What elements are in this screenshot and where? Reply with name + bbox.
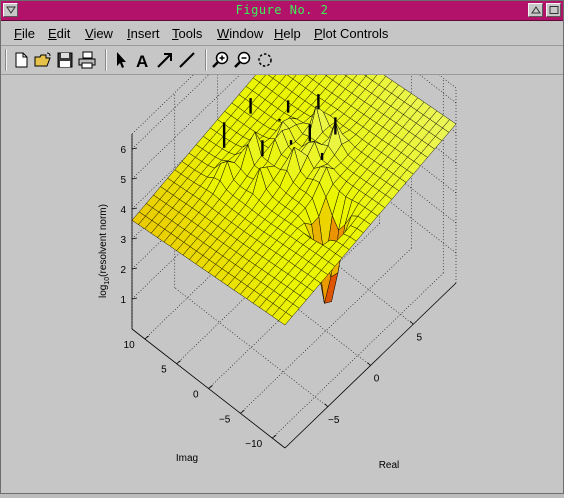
- menu-edit[interactable]: Edit: [48, 26, 71, 41]
- z-axis-label: log10(resolvent norm): [98, 204, 111, 298]
- x-tick: [409, 320, 414, 325]
- menu-help[interactable]: Help: [274, 26, 301, 41]
- grid-line: [240, 248, 412, 414]
- window-menu-button[interactable]: [3, 3, 18, 17]
- title-bar[interactable]: Figure No. 2: [1, 1, 563, 21]
- z-tick: [131, 207, 138, 210]
- x-axis-label: Real: [379, 460, 400, 471]
- y-tick: [176, 360, 181, 365]
- select-arrow-icon[interactable]: [111, 50, 131, 70]
- y-tick-label: 10: [124, 340, 136, 351]
- box-edge: [131, 0, 272, 135]
- menu-window[interactable]: Window: [217, 26, 264, 41]
- z-tick-label: 6: [120, 145, 126, 156]
- z-tick-label: 5: [120, 175, 126, 186]
- z-tick: [131, 297, 138, 300]
- surface-facet: [278, 312, 293, 326]
- triangle-up-icon: [531, 6, 541, 14]
- menu-tools[interactable]: Tools: [172, 26, 203, 41]
- x-tick: [367, 362, 371, 366]
- z-tick-label: 3: [120, 235, 126, 246]
- grid-line: [208, 223, 380, 389]
- insert-text-icon[interactable]: A: [133, 50, 153, 71]
- new-file-icon[interactable]: [11, 50, 31, 70]
- y-axis-label: Imag: [176, 453, 198, 464]
- y-tick: [240, 409, 245, 414]
- y-tick: [208, 385, 213, 389]
- print-icon[interactable]: [77, 50, 97, 70]
- y-tick-label: 5: [161, 365, 167, 376]
- y-axis: 10 5 0 −5 −10: [124, 335, 277, 450]
- toolbar-separator: [205, 49, 207, 71]
- menu-plot-controls[interactable]: Plot Controls: [314, 26, 389, 41]
- insert-arrow-icon[interactable]: [155, 50, 175, 70]
- z-axis: 1 2 3 4 5 6: [120, 145, 138, 306]
- maximize-button[interactable]: [546, 3, 561, 17]
- window-title: Figure No. 2: [235, 3, 329, 17]
- rotate-3d-icon[interactable]: [255, 50, 275, 70]
- z-tick-label: 4: [120, 205, 126, 216]
- menu-insert[interactable]: Insert: [127, 26, 160, 41]
- z-tick: [131, 147, 138, 150]
- menu-view[interactable]: View: [85, 26, 113, 41]
- z-tick: [131, 237, 138, 240]
- zoom-out-icon[interactable]: [233, 50, 253, 70]
- toolbar-separator: [105, 49, 107, 71]
- surface-mesh: [131, 19, 457, 326]
- y-tick: [144, 335, 149, 340]
- y-tick: [272, 434, 277, 439]
- x-axis: −5 0 5: [324, 320, 422, 426]
- save-icon[interactable]: [55, 50, 75, 70]
- z-tick-label: 2: [120, 265, 126, 276]
- x-tick: [324, 403, 329, 408]
- y-tick-label: 0: [193, 390, 199, 401]
- x-tick-label: 5: [416, 332, 422, 343]
- minimize-button[interactable]: [528, 3, 543, 17]
- menu-file[interactable]: File: [14, 26, 35, 41]
- z-tick: [131, 267, 138, 270]
- x-tick-label: −5: [328, 415, 340, 426]
- grid-line: [174, 287, 328, 407]
- zoom-in-icon[interactable]: [211, 50, 231, 70]
- eigenvalue-spikes: [222, 94, 337, 160]
- z-tick-label: 1: [120, 295, 126, 306]
- menu-bar: File Edit View Insert Tools Window Help Plot Co…: [1, 21, 563, 46]
- z-tick: [131, 177, 138, 180]
- svg-text:A: A: [136, 52, 148, 70]
- toolbar-separator: [5, 49, 7, 71]
- figure-toolbar: A: [1, 46, 563, 75]
- x-tick-label: 0: [374, 374, 380, 385]
- y-tick-label: −10: [245, 439, 262, 450]
- maximize-icon: [549, 6, 559, 14]
- insert-line-icon[interactable]: [177, 50, 197, 70]
- triangle-down-icon: [6, 6, 16, 14]
- grid-line: [272, 272, 444, 439]
- open-folder-icon[interactable]: [33, 50, 53, 70]
- y-tick-label: −5: [219, 414, 231, 425]
